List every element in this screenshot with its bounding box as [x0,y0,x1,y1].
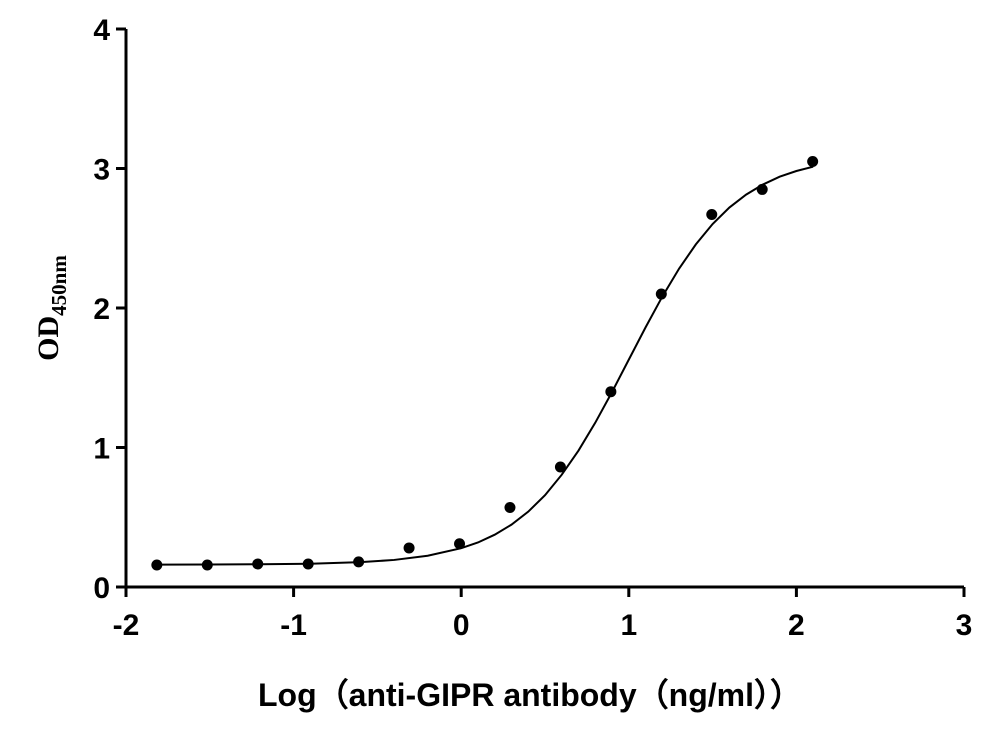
data-point [655,288,667,300]
x-tick-label: -2 [113,609,140,642]
y-axis-label-subscript: 450nm [47,255,71,316]
y-tick-label: 3 [93,154,110,187]
data-point [403,542,415,554]
x-axis-label: Log（anti-GIPR antibody（ng/ml）） [258,677,802,713]
data-point [756,183,768,195]
data-point [201,559,213,571]
data-point [554,461,566,473]
data-point [605,386,617,398]
y-tick-label: 4 [93,14,110,47]
x-tick-label: 1 [620,609,637,642]
y-axis-label-main: OD [32,316,65,361]
y-tick-label: 0 [93,572,110,605]
data-point [706,209,718,221]
x-tick-label: -1 [280,609,307,642]
data-point [454,538,466,550]
x-tick-label: 3 [956,609,973,642]
data-point [252,558,264,570]
data-point [302,558,314,570]
data-point [504,501,516,513]
x-tick-label: 2 [788,609,805,642]
data-point [151,559,163,571]
y-axis-label: OD450nm [32,255,71,361]
fit-curve [159,165,814,566]
x-tick-label: 0 [453,609,470,642]
data-point [807,156,819,168]
data-point [353,556,365,568]
y-tick-label: 2 [93,293,110,326]
y-tick-label: 1 [93,433,110,466]
